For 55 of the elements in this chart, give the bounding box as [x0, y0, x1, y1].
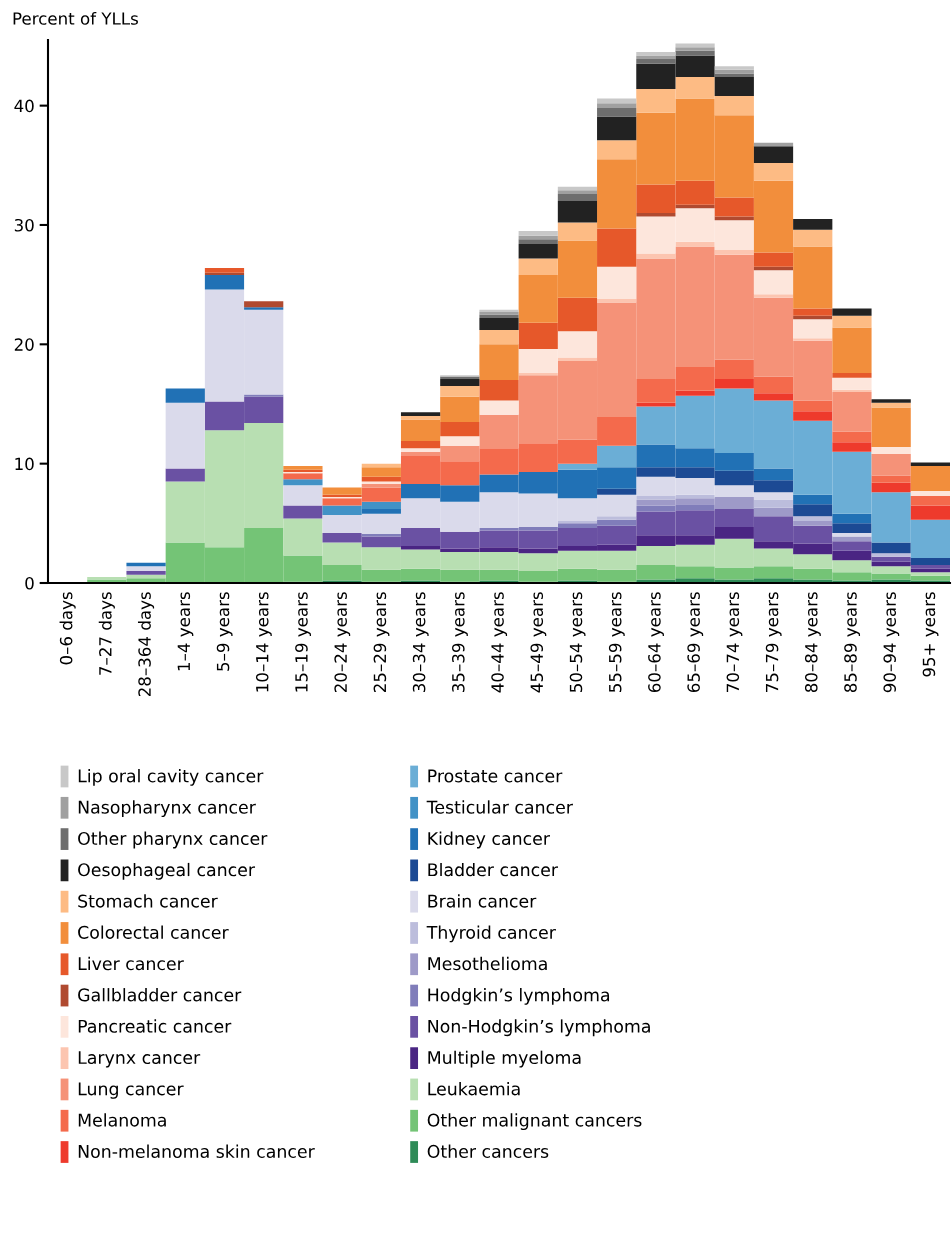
y-axis-title: Percent of YLLs — [13, 11, 138, 25]
x-tick-label: 80–84 years — [804, 592, 821, 693]
x-tick-label: 1–4 years — [177, 592, 194, 671]
x-tick-label: 0–6 days — [59, 592, 76, 665]
x-tick-label: 95+ years — [922, 592, 939, 677]
x-tick-label: 20–24 years — [334, 592, 351, 693]
legend-label: Non-melanoma skin cancer — [78, 1144, 315, 1158]
x-tick-label: 5–9 years — [216, 592, 233, 671]
legend-label: Kidney cancer — [428, 831, 550, 849]
x-tick-label: 40–44 years — [491, 592, 508, 693]
legend-label: Bladder cancer — [428, 862, 559, 877]
y-tick-label: 0 — [25, 576, 34, 590]
x-tick-label: 45–49 years — [530, 592, 547, 693]
legend-label: Gallbladder cancer — [78, 988, 242, 1002]
legend-label: Other malignant cancers — [427, 1113, 642, 1131]
legend-label: Mesothelioma — [428, 956, 547, 971]
legend-label: Leukaemia — [428, 1081, 520, 1096]
y-tick-label: 10 — [15, 457, 34, 471]
legend-label: Non-Hodgkin’s lymphoma — [428, 1019, 650, 1037]
x-tick-label: 7–27 days — [98, 592, 115, 675]
y-tick-label: 30 — [14, 218, 34, 232]
x-tick-label: 70–74 years — [726, 592, 743, 692]
x-tick-label: 55–59 years — [608, 592, 625, 692]
legend-label: Lung cancer — [78, 1082, 184, 1099]
x-tick-label: 28–364 days — [137, 592, 155, 697]
legend-label: Larynx cancer — [78, 1051, 201, 1068]
legend-label: Thyroid cancer — [426, 925, 556, 943]
x-tick-label: 15–19 years — [295, 592, 311, 692]
legend-label: Prostate cancer — [428, 769, 563, 783]
legend-label: Hodgkin’s lymphoma — [428, 988, 610, 1005]
legend-label: Melanoma — [78, 1113, 166, 1127]
legend-label: Brain cancer — [428, 894, 537, 908]
legend-label: Testicular cancer — [426, 800, 573, 814]
legend-label: Liver cancer — [78, 956, 184, 971]
legend-label: Nasopharynx cancer — [78, 800, 256, 818]
legend-label: Lip oral cavity cancer — [78, 769, 264, 786]
x-tick-label: 30–34 years — [412, 592, 429, 692]
legend-label: Colorectal cancer — [78, 925, 229, 939]
legend-label: Other pharynx cancer — [78, 831, 268, 849]
legend-label: Oesophageal cancer — [78, 862, 256, 880]
x-tick-label: 10–14 years — [255, 592, 272, 692]
x-tick-label: 35–39 years — [452, 592, 468, 692]
legend-label: Stomach cancer — [78, 894, 218, 908]
x-tick-label: 85–89 years — [844, 592, 861, 693]
x-tick-label: 90–94 years — [883, 592, 900, 693]
y-tick-label: 20 — [14, 338, 34, 351]
x-tick-label: 65–69 years — [687, 592, 704, 693]
x-tick-label: 25–29 years — [373, 592, 390, 693]
x-tick-label: 75–79 years — [765, 592, 782, 692]
x-tick-label: 60–64 years — [648, 592, 664, 693]
legend-label: Multiple myeloma — [428, 1050, 581, 1068]
y-tick-label: 40 — [14, 99, 34, 113]
legend-label: Other cancers — [427, 1144, 549, 1158]
x-tick-label: 50–54 years — [569, 592, 586, 692]
legend-label: Pancreatic cancer — [78, 1019, 232, 1033]
